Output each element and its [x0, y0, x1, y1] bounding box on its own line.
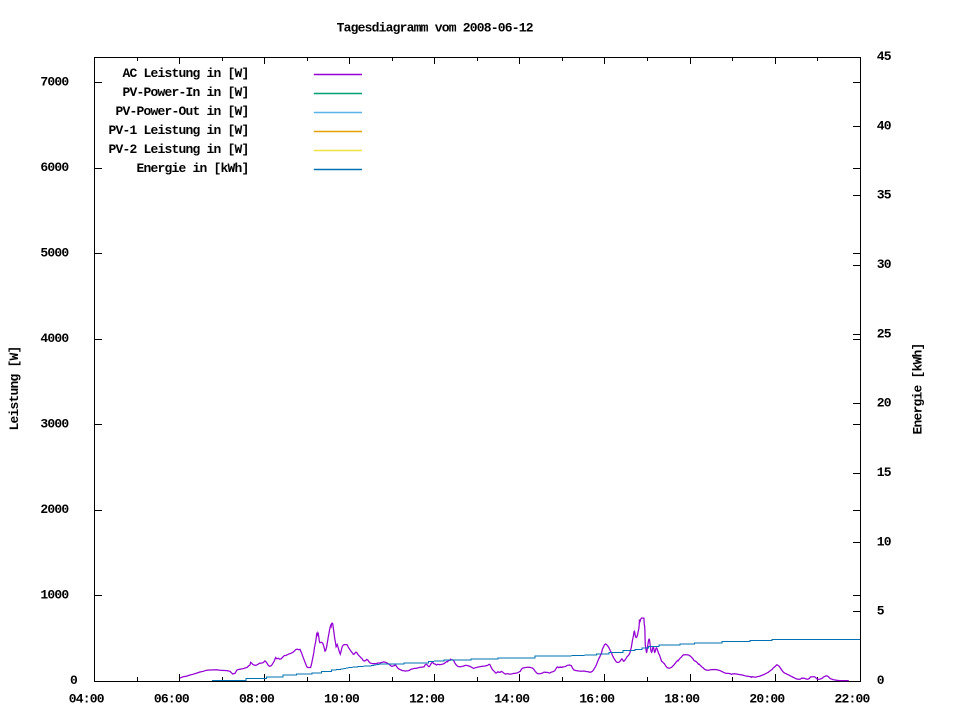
svg-text:10:00: 10:00 — [324, 692, 360, 707]
svg-text:3000: 3000 — [40, 417, 69, 432]
svg-text:5000: 5000 — [40, 246, 69, 261]
svg-text:6000: 6000 — [40, 160, 69, 175]
svg-text:0: 0 — [70, 673, 78, 688]
svg-text:06:00: 06:00 — [154, 692, 190, 707]
svg-text:22:00: 22:00 — [834, 692, 870, 707]
svg-text:PV-1 Leistung in [W]: PV-1 Leistung in [W] — [108, 123, 248, 138]
svg-text:1000: 1000 — [40, 588, 69, 603]
svg-text:AC Leistung in [W]: AC Leistung in [W] — [122, 66, 248, 81]
svg-text:20: 20 — [877, 396, 892, 411]
svg-text:PV-2 Leistung in [W]: PV-2 Leistung in [W] — [108, 142, 248, 157]
svg-text:Energie [kWh]: Energie [kWh] — [911, 343, 926, 434]
svg-text:12:00: 12:00 — [409, 692, 445, 707]
svg-text:35: 35 — [877, 188, 892, 203]
svg-text:2000: 2000 — [40, 502, 69, 517]
svg-text:4000: 4000 — [40, 331, 69, 346]
svg-text:16:00: 16:00 — [579, 692, 615, 707]
svg-text:20:00: 20:00 — [749, 692, 785, 707]
svg-text:25: 25 — [877, 326, 892, 341]
svg-text:Tagesdiagramm vom 2008-06-12: Tagesdiagramm vom 2008-06-12 — [337, 21, 534, 36]
svg-text:15: 15 — [877, 465, 892, 480]
svg-text:40: 40 — [877, 118, 892, 133]
svg-text:45: 45 — [877, 49, 892, 64]
svg-text:PV-Power-In in [W]: PV-Power-In in [W] — [122, 85, 248, 100]
svg-text:04:00: 04:00 — [69, 692, 105, 707]
svg-text:0: 0 — [877, 673, 885, 688]
svg-text:18:00: 18:00 — [664, 692, 700, 707]
svg-text:10: 10 — [877, 534, 892, 549]
svg-text:30: 30 — [877, 257, 892, 272]
svg-text:14:00: 14:00 — [494, 692, 530, 707]
svg-text:5: 5 — [877, 604, 885, 619]
svg-text:Leistung [W]: Leistung [W] — [7, 346, 22, 430]
svg-text:08:00: 08:00 — [239, 692, 275, 707]
svg-text:PV-Power-Out in [W]: PV-Power-Out in [W] — [115, 104, 248, 119]
svg-text:Energie in [kWh]: Energie in [kWh] — [136, 161, 248, 176]
svg-text:7000: 7000 — [40, 75, 69, 90]
